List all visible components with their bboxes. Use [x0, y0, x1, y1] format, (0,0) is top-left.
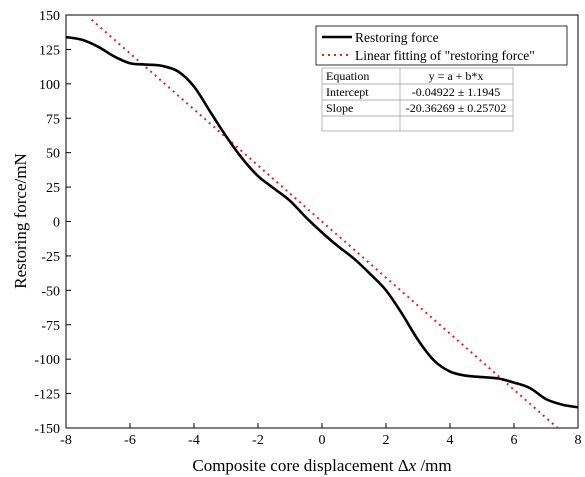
x-tick-label: -2 [252, 433, 264, 448]
y-tick-label: 50 [46, 147, 60, 162]
y-tick-label: 150 [39, 9, 60, 24]
y-axis-title: Restoring force/mN [11, 153, 30, 289]
series-line-restoring-force [66, 35, 578, 409]
x-tick-label: -8 [60, 433, 72, 448]
axis-ticks: -8 -6 -4 -2 0 2 4 6 8 150 125 100 75 50 25 0 -25 -50 -75 -1… [34, 9, 581, 448]
fit-table-label-slope: Slope [326, 101, 353, 115]
x-tick-label: -4 [188, 433, 200, 448]
x-axis-title: Composite core displacement Δx /mm [192, 456, 451, 475]
fit-table-value-equation: y = a + b*x [429, 69, 484, 83]
y-tick-label: 0 [53, 216, 60, 231]
x-tick-label: 8 [575, 433, 582, 448]
fit-table-value-intercept: -0.04922 ± 1.1945 [412, 85, 501, 99]
fit-table-label-equation: Equation [326, 69, 369, 83]
y-tick-label: -50 [41, 284, 60, 299]
y-tick-label: -150 [34, 422, 60, 437]
y-tick-label: 125 [39, 43, 60, 58]
legend-box [315, 25, 568, 66]
x-tick-label: -6 [124, 433, 136, 448]
x-tick-label: 4 [447, 433, 454, 448]
y-tick-label: -25 [41, 250, 60, 265]
x-axis-title-prefix: Composite core displacement Δ [192, 456, 408, 475]
x-axis-title-variable: x [408, 456, 417, 475]
x-tick-label: 6 [511, 433, 518, 448]
fit-table-label-intercept: Intercept [326, 85, 369, 99]
y-tick-label: 25 [46, 181, 60, 196]
y-tick-label: -75 [41, 319, 60, 334]
x-axis-title-suffix: /mm [416, 456, 451, 475]
y-tick-label: -125 [34, 388, 60, 403]
fit-table: Equation y = a + b*x Intercept -0.04922 … [321, 67, 514, 132]
legend-label-linear-fit: Linear fitting of "restoring force" [355, 48, 535, 63]
fit-table-value-slope: -20.36269 ± 0.25702 [406, 101, 507, 115]
fit-table-frame [321, 67, 514, 132]
y-tick-label: 100 [39, 78, 60, 93]
x-tick-label: 2 [383, 433, 390, 448]
x-tick-label: 0 [319, 433, 326, 448]
y-tick-label: 75 [46, 112, 60, 127]
legend: Restoring force Linear fitting of "resto… [315, 25, 568, 66]
data-series [66, 18, 578, 428]
legend-label-restoring-force: Restoring force [355, 30, 439, 45]
y-tick-label: -100 [34, 353, 60, 368]
